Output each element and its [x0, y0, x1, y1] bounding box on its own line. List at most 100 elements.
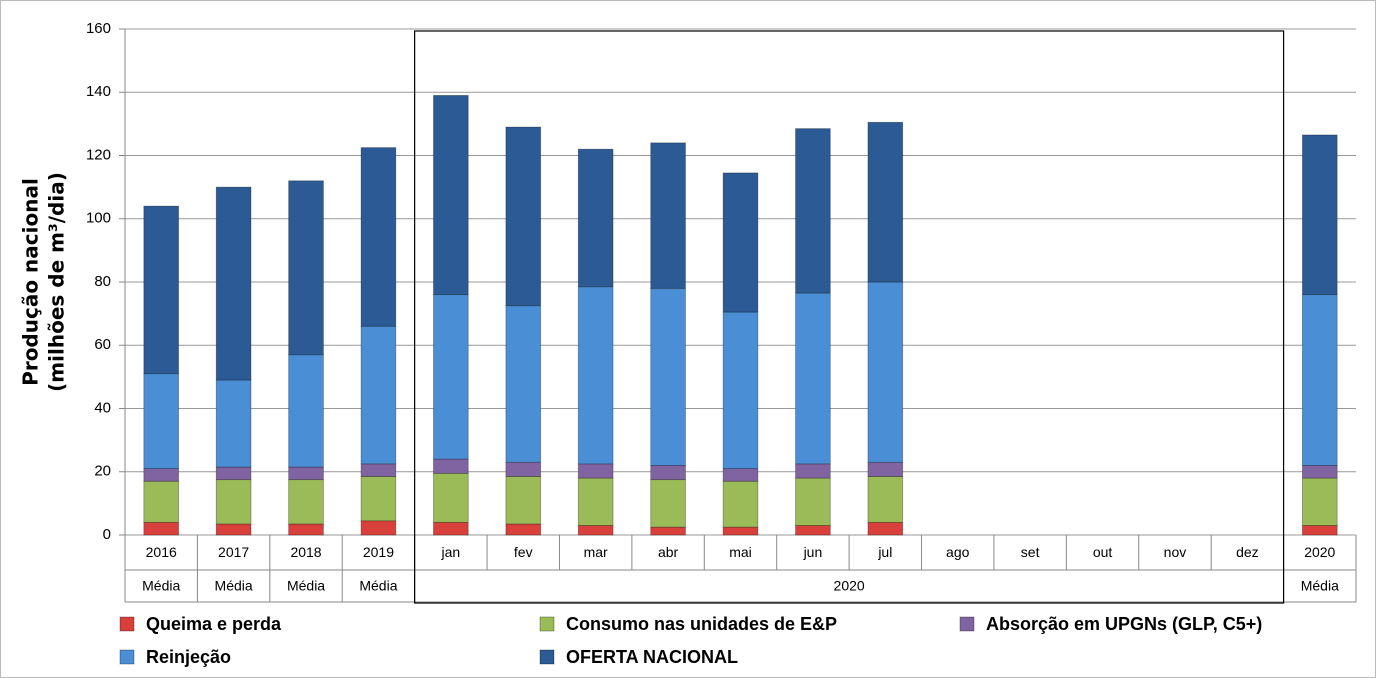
bar-segment	[505, 461, 542, 477]
group-label: Média	[287, 578, 325, 594]
bar-segment	[143, 373, 179, 469]
y-tick-label: 160	[86, 20, 111, 37]
bar-segment	[577, 463, 614, 479]
bar-segment	[288, 466, 324, 481]
x-tick-label: jul	[877, 544, 892, 560]
bar-segment	[288, 479, 324, 525]
x-tick-label: abr	[658, 544, 679, 560]
bar-segment	[288, 180, 324, 356]
x-tick-label: set	[1021, 544, 1040, 560]
bar-segment	[215, 479, 252, 525]
x-tick-label: jun	[803, 544, 823, 560]
x-tick-label: fev	[514, 544, 533, 560]
bar-segment	[867, 461, 904, 477]
bar-segment	[1302, 477, 1338, 526]
legend-label: OFERTA NACIONAL	[566, 647, 738, 667]
x-tick-label: 2016	[146, 544, 177, 560]
legend-swatch	[119, 616, 135, 632]
bar-segment	[360, 520, 397, 536]
bar-segment	[215, 186, 252, 381]
bar-segment	[650, 526, 686, 536]
bar-segment	[360, 463, 397, 477]
bar-segment	[722, 480, 759, 528]
bar-segment	[143, 205, 179, 375]
bar-segment	[795, 477, 831, 526]
x-tick-label: mar	[584, 544, 608, 560]
bar-segment	[433, 458, 469, 474]
bar-segment	[722, 526, 759, 536]
x-tick-label: 2017	[218, 544, 249, 560]
x-tick-label: out	[1093, 544, 1113, 560]
bar-segment	[505, 126, 542, 307]
x-tick-label: ago	[946, 544, 970, 560]
group-label: Média	[359, 578, 397, 594]
bar-segment	[215, 379, 252, 468]
x-tick-label: 2018	[290, 544, 321, 560]
legend-label: Reinjeção	[146, 647, 231, 667]
legend-label: Consumo nas unidades de E&P	[566, 614, 837, 634]
bar-segment	[650, 465, 686, 481]
bar-segment	[722, 468, 759, 482]
bar-segment	[867, 476, 904, 523]
bar-segment	[143, 480, 179, 523]
bar-segment	[433, 472, 469, 523]
bar-segment	[867, 121, 904, 283]
legend-label: Queima e perda	[146, 614, 282, 634]
bar-segment	[360, 325, 397, 465]
legend-label: Absorção em UPGNs (GLP, C5+)	[986, 614, 1262, 634]
bar-segment	[795, 525, 831, 536]
bar-segment	[505, 523, 542, 536]
bar-segment	[360, 476, 397, 522]
legend-swatch	[959, 616, 975, 632]
bar-segment	[360, 147, 397, 327]
y-tick-label: 0	[103, 526, 111, 543]
bar-segment	[650, 142, 686, 289]
y-tick-label: 80	[94, 273, 111, 290]
x-tick-label: jan	[441, 544, 461, 560]
bar-segment	[1302, 134, 1338, 296]
bar-segment	[577, 286, 614, 465]
bar-segment	[143, 468, 179, 482]
legend-swatch	[539, 649, 555, 665]
bar-segment	[505, 476, 542, 525]
y-tick-label: 120	[86, 146, 111, 163]
group-label: Média	[215, 578, 253, 594]
bar-segment	[577, 148, 614, 288]
y-axis-label: Produção nacional (milhões de m³/dia)	[19, 172, 69, 392]
bar-segment	[650, 287, 686, 466]
y-tick-label: 140	[86, 83, 111, 100]
bar-segment	[722, 311, 759, 469]
y-tick-label: 20	[94, 463, 111, 480]
bar-segment	[433, 521, 469, 536]
bar-segment	[215, 523, 252, 536]
bar-segment	[143, 521, 179, 536]
y-axis-label-line: (milhões de m³/dia)	[45, 172, 69, 392]
group-label: 2020	[834, 578, 865, 594]
y-tick-label: 60	[94, 336, 111, 353]
bar-segment	[795, 128, 831, 294]
bar-segment	[433, 294, 469, 460]
bar-segment	[867, 281, 904, 463]
bar-segment	[577, 525, 614, 536]
x-tick-label: dez	[1236, 544, 1259, 560]
bar-segment	[288, 354, 324, 468]
y-tick-label: 100	[86, 210, 111, 227]
bar-segment	[1302, 465, 1338, 479]
bar-segment	[433, 95, 469, 296]
bar-segment	[1302, 294, 1338, 466]
bar-segment	[795, 292, 831, 465]
bar-segment	[1302, 525, 1338, 536]
bar-segment	[215, 466, 252, 481]
group-box	[414, 30, 1285, 604]
group-label: Média	[1301, 578, 1339, 594]
bar-segment	[795, 463, 831, 479]
x-tick-label: nov	[1164, 544, 1187, 560]
bar-segment	[577, 477, 614, 526]
bar-segment	[867, 521, 904, 536]
y-tick-label: 40	[94, 399, 111, 416]
bar-segment	[288, 523, 324, 536]
bar-segment	[650, 479, 686, 528]
group-label: Média	[142, 578, 180, 594]
